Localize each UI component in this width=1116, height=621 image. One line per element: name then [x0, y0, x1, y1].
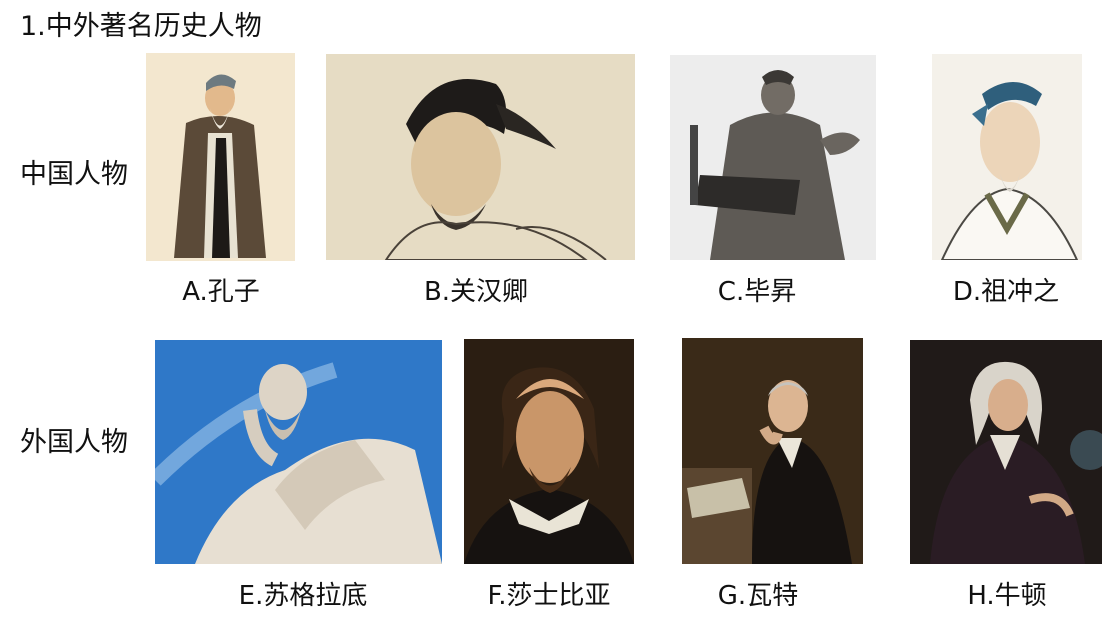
caption-guan-hanqing: B.关汉卿 [423, 277, 529, 307]
portrait-newton [910, 340, 1102, 564]
row-label-chinese: 中国人物 [20, 159, 128, 190]
portrait-shakespeare [464, 339, 634, 564]
caption-zu-chongzhi: D.祖冲之 [952, 277, 1060, 307]
caption-bi-sheng: C.毕昇 [717, 277, 797, 307]
caption-confucius: A.孔子 [182, 277, 260, 307]
portrait-bi-sheng [670, 55, 876, 260]
portrait-guan-hanqing [326, 54, 635, 260]
portrait-watt [682, 338, 863, 564]
row-label-foreign: 外国人物 [20, 427, 128, 458]
caption-shakespeare: F.莎士比亚 [487, 581, 611, 611]
portrait-confucius [146, 53, 295, 261]
caption-newton: H.牛顿 [967, 581, 1047, 611]
caption-watt: G.瓦特 [717, 581, 799, 611]
portrait-zu-chongzhi [932, 54, 1082, 260]
question-title: 1.中外著名历史人物 [20, 11, 262, 42]
portrait-socrates [155, 340, 442, 564]
caption-socrates: E.苏格拉底 [238, 581, 368, 611]
